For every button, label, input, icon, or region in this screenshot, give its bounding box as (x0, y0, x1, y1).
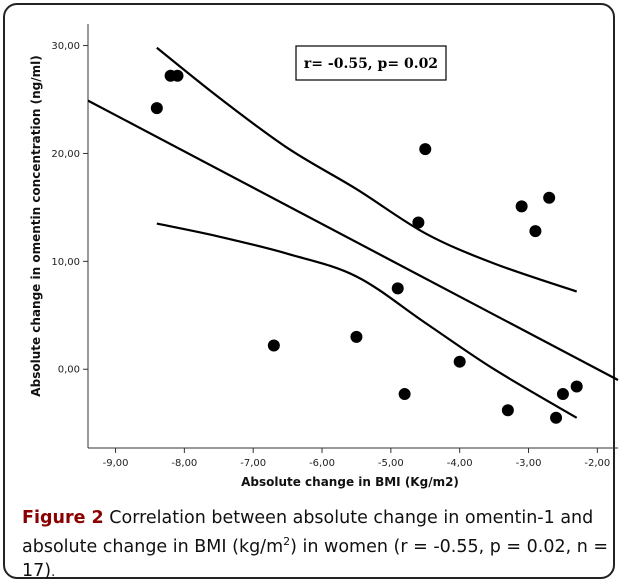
data-point (515, 200, 528, 213)
x-tick-label: -3,00 (516, 458, 542, 469)
data-point (529, 225, 542, 238)
data-point (412, 216, 425, 229)
data-point (550, 411, 563, 424)
data-point (543, 191, 556, 204)
ci-lower-line (156, 222, 578, 419)
x-tick-label: -7,00 (240, 458, 266, 469)
x-tick-label: -9,00 (103, 458, 129, 469)
x-axis-title: Absolute change in BMI (Kg/m2) (241, 475, 459, 489)
fit-line (87, 99, 619, 382)
data-point (556, 388, 569, 401)
y-tick-label: 10,00 (51, 257, 80, 268)
x-tick-label: -6,00 (309, 458, 335, 469)
annotation-text: r= -0.55, p= 0.02 (304, 56, 438, 72)
data-point (398, 388, 411, 401)
x-tick-label: -4,00 (447, 458, 473, 469)
y-tick-label: 30,00 (51, 41, 80, 52)
caption-superscript: 2 (283, 535, 291, 548)
y-axis-title: Absolute change in omentin concentration… (29, 55, 43, 396)
figure-label: Figure 2 (22, 508, 104, 528)
scatter-chart: -9,00 -8,00 -7,00 -6,00 -5,00 -4,00 -3,00 -2,00… (29, 24, 619, 489)
data-point (501, 404, 514, 417)
y-tick-label: 0,00 (58, 365, 80, 376)
caption-text-after: ) in women (r = -0.55, p = 0.02, n = 17) (22, 536, 609, 581)
confidence-bands (156, 46, 578, 419)
x-axis: -9,00 -8,00 -7,00 -6,00 -5,00 -4,00 -3,00 -2,00 (88, 447, 618, 469)
regression-fit (87, 99, 619, 382)
data-point (267, 339, 280, 352)
data-point (419, 143, 432, 156)
x-tick-label: -5,00 (378, 458, 404, 469)
figure-frame (3, 3, 615, 579)
data-points (150, 69, 583, 424)
ci-upper-line (156, 46, 578, 293)
y-tick-label: 20,00 (51, 149, 80, 160)
data-point (150, 102, 163, 115)
data-point (453, 355, 466, 368)
figure-caption: Figure 2 Correlation between absolute ch… (22, 506, 612, 585)
annotation-box (295, 45, 447, 81)
caption-text: Correlation between absolute change in o… (22, 508, 594, 557)
correlation-annotation: r= -0.55, p= 0.02 (295, 45, 447, 81)
data-point (570, 380, 583, 393)
data-point (171, 69, 184, 82)
x-tick-label: -2,00 (584, 458, 610, 469)
data-point (350, 330, 363, 343)
x-tick-label: -8,00 (171, 458, 197, 469)
caption-end-punct: . (51, 564, 56, 580)
data-point (391, 282, 404, 295)
y-axis: 0,00 10,00 20,00 30,00 (51, 24, 89, 448)
